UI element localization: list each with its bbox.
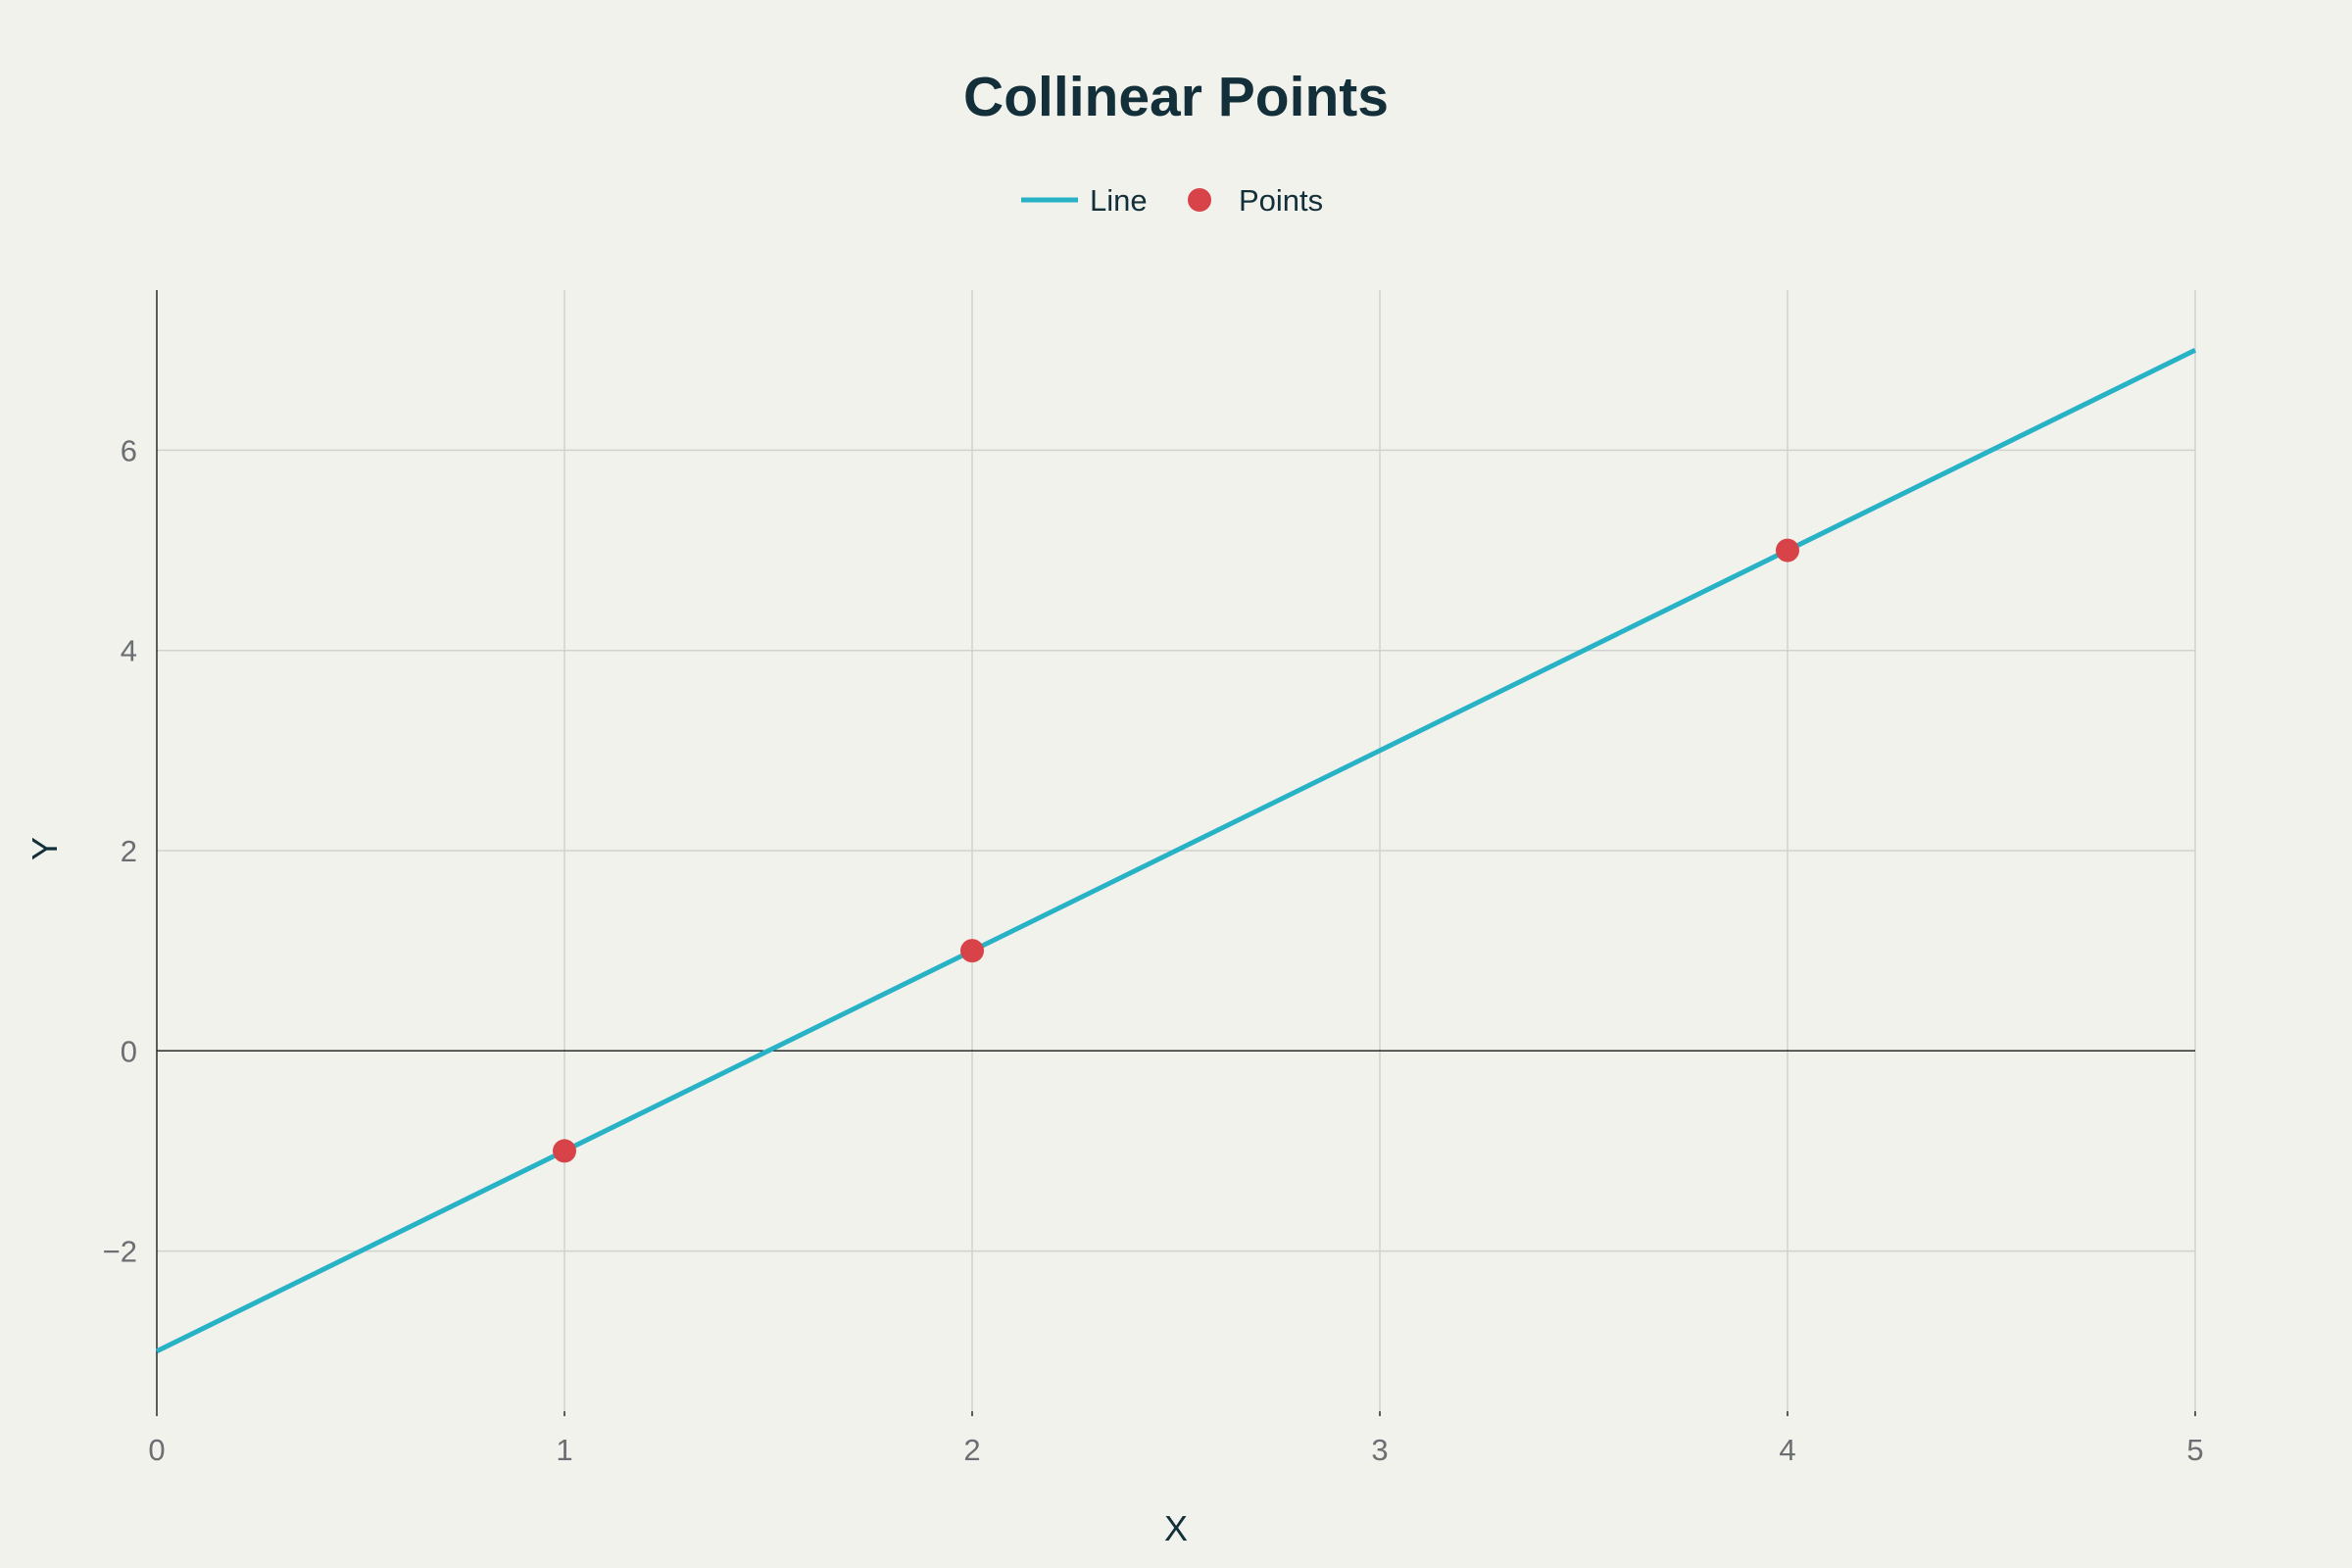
x-tick-label: 2 bbox=[963, 1433, 980, 1467]
legend: Line Points bbox=[1021, 183, 1323, 218]
y-axis-title: Y bbox=[24, 837, 65, 860]
x-axis-title: X bbox=[1164, 1508, 1188, 1548]
y-tick-label: 0 bbox=[121, 1034, 137, 1068]
y-tick-label: 2 bbox=[121, 834, 137, 868]
x-tick-label: 4 bbox=[1779, 1433, 1795, 1467]
y-tick-label: 4 bbox=[121, 634, 137, 668]
y-tick-label: −2 bbox=[103, 1235, 137, 1269]
data-point[interactable] bbox=[960, 939, 984, 963]
x-tick-label: 3 bbox=[1371, 1433, 1388, 1467]
series-line bbox=[155, 348, 2197, 1353]
y-tick-labels: −2 0 2 4 6 bbox=[103, 433, 137, 1268]
series-layer bbox=[155, 348, 2197, 1353]
x-tick-label: 0 bbox=[148, 1433, 165, 1467]
axes bbox=[156, 290, 2196, 1416]
grid bbox=[157, 290, 2196, 1411]
x-tick-labels: 0 1 2 3 4 5 bbox=[148, 1433, 2203, 1467]
legend-label-points: Points bbox=[1239, 183, 1323, 218]
x-tick-label: 1 bbox=[556, 1433, 572, 1467]
legend-marker-swatch bbox=[1188, 188, 1211, 212]
x-tick-label: 5 bbox=[2186, 1433, 2203, 1467]
legend-label-line: Line bbox=[1090, 183, 1148, 218]
y-tick-label: 6 bbox=[121, 433, 137, 467]
chart-title: Collinear Points bbox=[963, 66, 1389, 128]
data-point[interactable] bbox=[553, 1139, 576, 1163]
data-point[interactable] bbox=[1776, 538, 1799, 563]
